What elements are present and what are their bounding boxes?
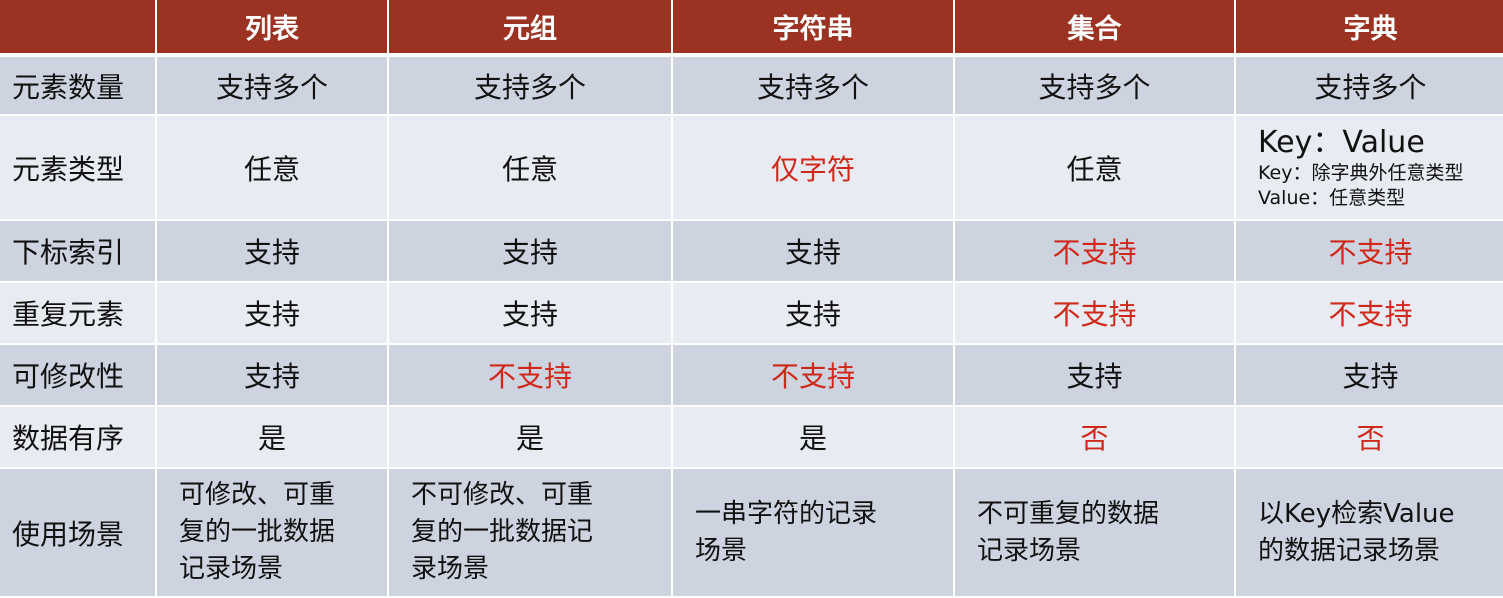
cell-line: 的数据记录场景 [1258,535,1441,566]
row-label: 元素数量 [0,57,155,114]
cell-line: 记录场景 [977,535,1082,566]
row-label: 元素类型 [0,116,155,219]
table-cell: 任意 [389,116,671,219]
cell-text: 可修改、可重 复的一批数据 记录场景 [179,477,335,588]
table-cell: 支持多个 [955,57,1234,114]
table-cell: 是 [389,407,671,467]
table-cell: 不支持 [389,345,671,405]
table-cell: 不可修改、可重 复的一批数据记 录场景 [389,469,671,596]
table-cell: 以Key检索Value 的数据记录场景 [1236,469,1503,596]
cell-text: Key：Value [1258,124,1425,160]
table-cell: 一串字符的记录 场景 [673,469,953,596]
table-cell: 支持多个 [389,57,671,114]
table-cell: Key：Value Key：除字典外任意类型 Value：任意类型 [1236,116,1503,219]
table-cell: 不支持 [673,345,953,405]
row-label: 下标索引 [0,221,155,281]
cell-text: 不可重复的数据 记录场景 [977,496,1159,570]
cell-text: 不可修改、可重 复的一批数据记 录场景 [411,477,593,588]
cell-line: 以Key检索Value [1258,498,1455,529]
cell-line: 录场景 [411,554,490,584]
table-cell: 不支持 [1236,283,1503,343]
table-cell: 任意 [157,116,387,219]
cell-subtext: Key：除字典外任意类型 [1258,161,1464,184]
table-cell: 支持 [157,345,387,405]
table-cell: 否 [955,407,1234,467]
table-cell: 不可重复的数据 记录场景 [955,469,1234,596]
table-cell: 任意 [955,116,1234,219]
cell-line: 不可重复的数据 [977,498,1160,529]
table-cell: 支持 [157,283,387,343]
cell-line: 一串字符的记录 [695,498,878,529]
column-header: 字符串 [673,0,953,53]
table-cell: 否 [1236,407,1503,467]
column-header: 集合 [955,0,1234,53]
table-cell: 不支持 [1236,221,1503,281]
table-cell: 支持 [389,221,671,281]
table-cell: 支持 [1236,345,1503,405]
header-corner [0,0,155,53]
table-cell: 支持 [673,283,953,343]
table-cell: 是 [673,407,953,467]
row-label: 数据有序 [0,407,155,467]
cell-line: 可修改、可重 [179,480,336,510]
table-cell: 支持 [157,221,387,281]
cell-text: 以Key检索Value 的数据记录场景 [1258,496,1455,570]
column-header: 列表 [157,0,387,53]
row-label: 可修改性 [0,345,155,405]
cell-subtext: Value：任意类型 [1258,186,1406,209]
table-cell: 不支持 [955,283,1234,343]
table-cell: 可修改、可重 复的一批数据 记录场景 [157,469,387,596]
cell-line: 复的一批数据记 [411,517,594,547]
table-cell: 是 [157,407,387,467]
cell-line: 记录场景 [179,554,284,584]
row-label: 重复元素 [0,283,155,343]
table-cell: 支持 [955,345,1234,405]
table-cell: 支持多个 [157,57,387,114]
cell-line: 复的一批数据 [179,517,336,547]
table-cell: 支持多个 [673,57,953,114]
column-header: 元组 [389,0,671,53]
table-cell: 仅字符 [673,116,953,219]
cell-line: 不可修改、可重 [411,480,594,510]
row-label: 使用场景 [0,469,155,596]
table-cell: 支持 [389,283,671,343]
table-cell: 不支持 [955,221,1234,281]
cell-text: 一串字符的记录 场景 [695,496,877,570]
column-header: 字典 [1236,0,1503,53]
cell-line: 场景 [695,535,748,566]
table-cell: 支持 [673,221,953,281]
table-cell: 支持多个 [1236,57,1503,114]
